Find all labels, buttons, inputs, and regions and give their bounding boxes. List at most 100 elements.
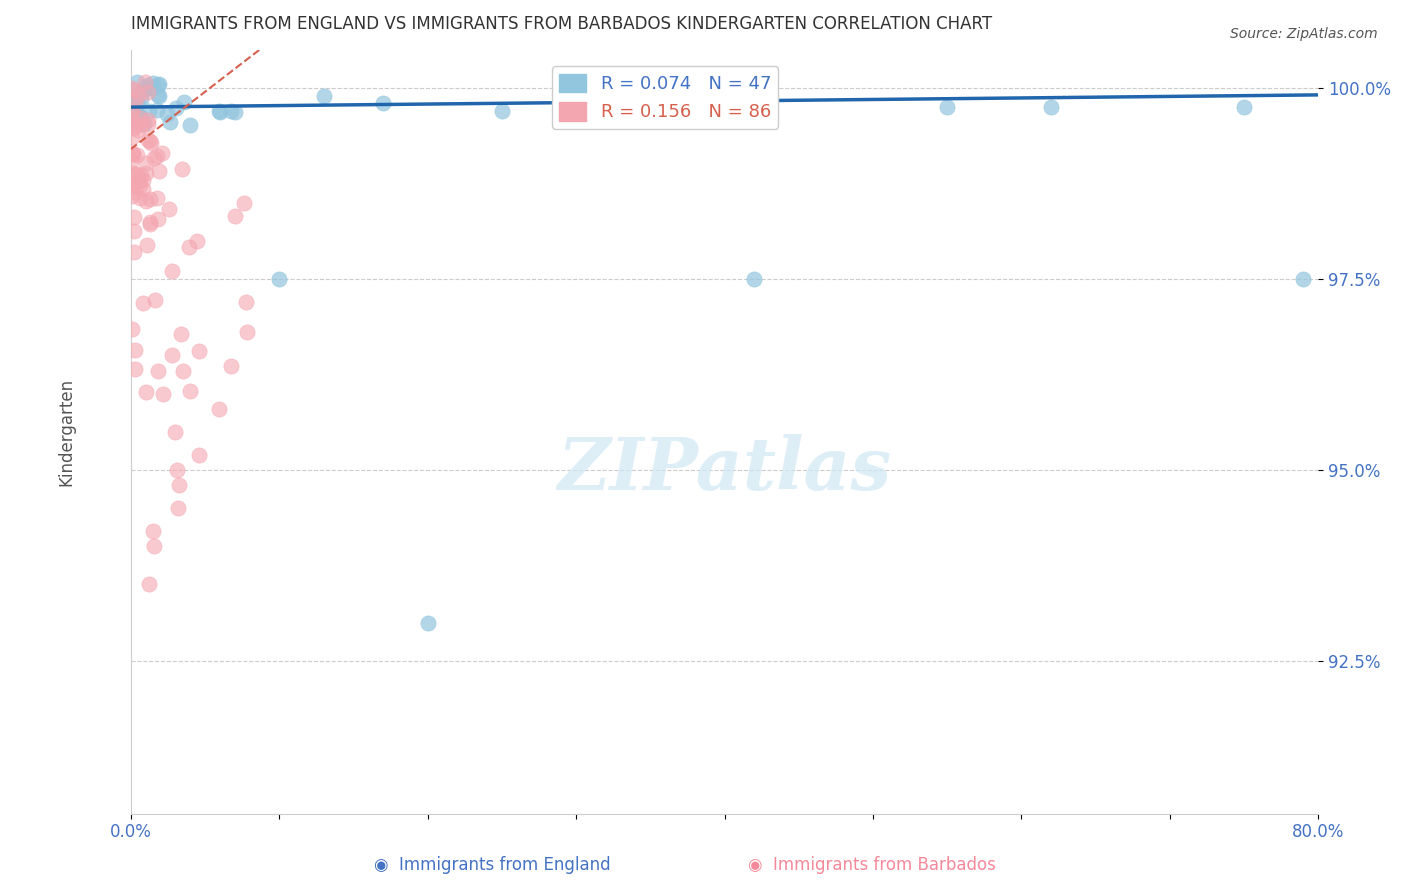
Point <box>132 182 155 196</box>
Point <box>122 210 145 224</box>
Point <box>125 96 148 111</box>
Point <box>224 104 246 119</box>
Point <box>136 78 159 93</box>
Point <box>312 88 335 103</box>
Point <box>491 103 513 118</box>
Point <box>139 215 162 229</box>
Point <box>143 293 166 308</box>
Text: ◉  Immigrants from England: ◉ Immigrants from England <box>374 856 610 874</box>
Point <box>125 168 148 182</box>
Point <box>179 384 201 398</box>
Point <box>148 164 170 178</box>
Point <box>209 105 232 120</box>
Point <box>139 136 162 150</box>
Point <box>1233 100 1256 114</box>
Point <box>173 95 195 110</box>
Point <box>121 106 143 120</box>
Point <box>186 234 208 248</box>
Point <box>142 76 165 90</box>
Point <box>134 82 156 96</box>
Point <box>128 88 150 103</box>
Point <box>1040 100 1063 114</box>
Point <box>160 264 183 278</box>
Point <box>148 88 170 103</box>
Point <box>129 191 152 205</box>
Point <box>132 173 155 187</box>
Point <box>167 478 190 492</box>
Point <box>156 107 179 121</box>
Point <box>187 343 209 358</box>
Point <box>121 96 143 111</box>
Point <box>124 82 146 96</box>
Point <box>128 111 150 125</box>
Point <box>121 178 143 193</box>
Point <box>121 146 143 161</box>
Point <box>146 78 169 92</box>
Point <box>139 193 162 207</box>
Point <box>179 118 201 132</box>
Point <box>124 361 146 376</box>
Point <box>157 202 180 216</box>
Point <box>146 149 169 163</box>
Point <box>152 386 174 401</box>
Point <box>121 88 143 103</box>
Point <box>742 272 765 286</box>
Point <box>127 107 149 121</box>
Point <box>172 161 194 176</box>
Point <box>143 151 166 165</box>
Point <box>139 217 162 231</box>
Point <box>129 178 152 192</box>
Point <box>121 112 143 127</box>
Point <box>235 326 257 340</box>
Point <box>136 113 159 128</box>
Point <box>136 117 159 131</box>
Point <box>124 115 146 129</box>
Point <box>146 364 169 378</box>
Point <box>224 209 246 223</box>
Point <box>138 577 160 591</box>
Point <box>143 539 166 553</box>
Y-axis label: Kindergarten: Kindergarten <box>58 377 75 486</box>
Text: IMMIGRANTS FROM ENGLAND VS IMMIGRANTS FROM BARBADOS KINDERGARTEN CORRELATION CHA: IMMIGRANTS FROM ENGLAND VS IMMIGRANTS FR… <box>131 15 991 33</box>
Point <box>145 191 167 205</box>
Point <box>141 81 163 95</box>
Text: ZIPatlas: ZIPatlas <box>557 434 891 506</box>
Point <box>121 130 143 145</box>
Point <box>269 272 291 286</box>
Point <box>121 146 143 161</box>
Point <box>146 87 169 102</box>
Text: ◉  Immigrants from Barbados: ◉ Immigrants from Barbados <box>748 856 995 874</box>
Point <box>169 326 191 341</box>
Point <box>138 104 160 119</box>
Point <box>166 463 188 477</box>
Point <box>150 145 173 160</box>
Point <box>124 94 146 108</box>
Point <box>1292 272 1315 286</box>
Point <box>121 81 143 95</box>
Point <box>131 84 153 98</box>
Point <box>135 156 157 170</box>
Point <box>565 96 588 111</box>
Point <box>134 75 156 89</box>
Point <box>165 102 187 116</box>
Point <box>125 99 148 113</box>
Point <box>131 296 153 310</box>
Point <box>219 103 242 118</box>
Point <box>129 92 152 106</box>
Point <box>121 322 143 336</box>
Point <box>121 106 143 120</box>
Point <box>136 133 159 147</box>
Point <box>125 111 148 125</box>
Point <box>139 134 162 148</box>
Point <box>416 615 439 630</box>
Point <box>128 174 150 188</box>
Point <box>235 294 257 309</box>
Point <box>162 348 184 362</box>
Point <box>165 425 187 439</box>
Point <box>122 166 145 180</box>
Point <box>124 185 146 199</box>
Point <box>121 121 143 136</box>
Point <box>146 212 169 227</box>
Point <box>127 148 149 162</box>
Point <box>129 110 152 124</box>
